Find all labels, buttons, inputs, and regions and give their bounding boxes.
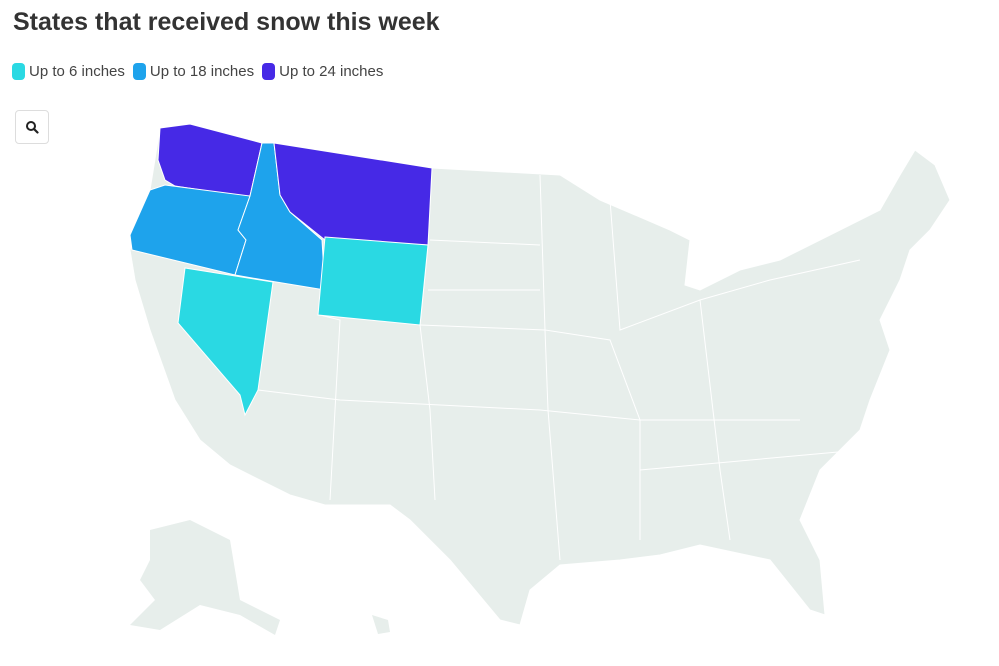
legend-item[interactable]: Up to 24 inches: [262, 63, 383, 80]
state-wyoming[interactable]: [317, 236, 429, 326]
chart-title: States that received snow this week: [13, 8, 440, 36]
state-washington[interactable]: [157, 123, 263, 197]
search-icon: [26, 121, 39, 134]
legend-item[interactable]: Up to 18 inches: [132, 63, 255, 80]
hawaii: [372, 615, 390, 634]
legend: Up to 6 inches Up to 18 inches Up to 24 …: [12, 63, 383, 80]
zoom-button[interactable]: [15, 110, 49, 144]
legend-swatch: [262, 63, 276, 80]
legend-label: Up to 24 inches: [279, 63, 384, 80]
legend-label: Up to 6 inches: [29, 63, 125, 80]
state-nevada[interactable]: [177, 267, 274, 417]
alaska: [130, 520, 280, 635]
state-lines: [257, 167, 861, 561]
legend-item[interactable]: Up to 6 inches: [12, 63, 125, 80]
legend-swatch: [12, 63, 25, 80]
legend-label: Up to 18 inches: [149, 63, 255, 80]
legend-swatch: [132, 63, 146, 80]
